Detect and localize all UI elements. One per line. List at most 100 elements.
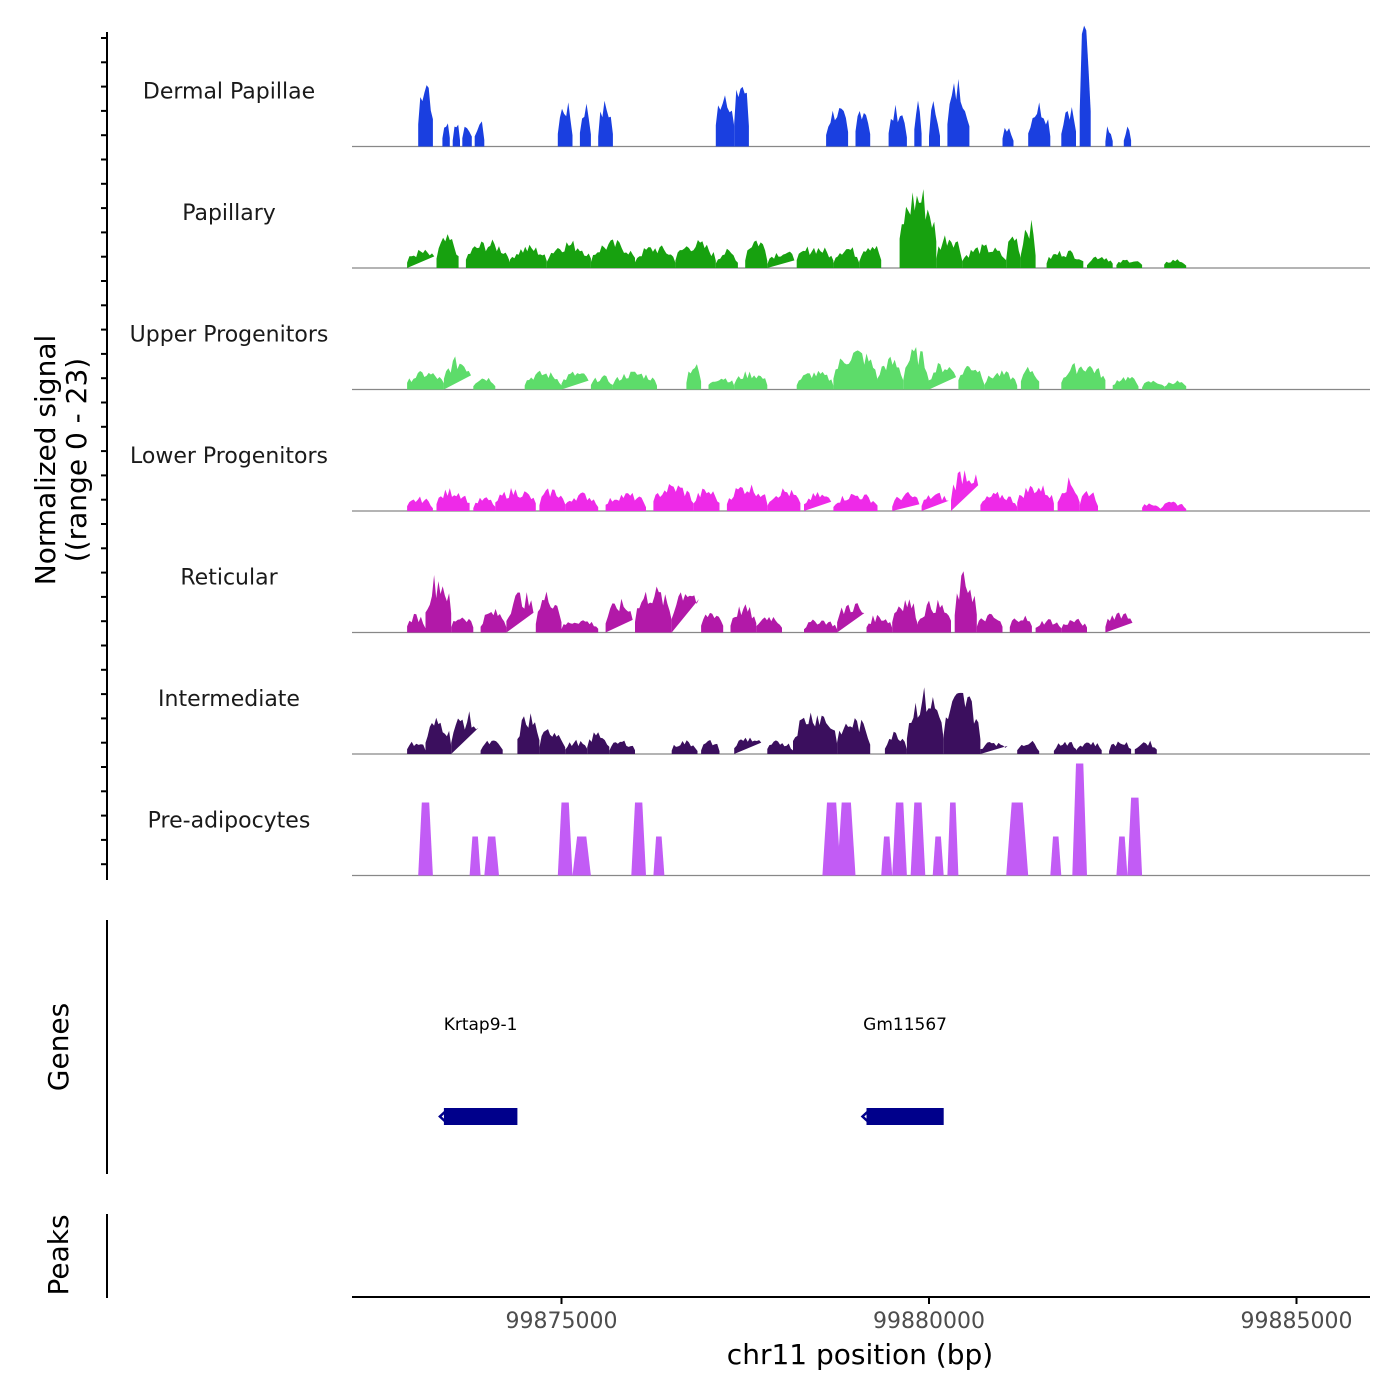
signal-peak bbox=[980, 742, 1008, 754]
signal-peak bbox=[804, 619, 838, 633]
signal-peak bbox=[734, 371, 768, 390]
signal-peak bbox=[1006, 236, 1021, 268]
signal-peak bbox=[899, 189, 937, 268]
signal-peak bbox=[833, 247, 860, 268]
signal-peak bbox=[572, 836, 591, 876]
signal-peak bbox=[837, 802, 856, 876]
signal-peak bbox=[469, 836, 481, 876]
signal-peak bbox=[715, 248, 738, 268]
signal-peak bbox=[1076, 741, 1102, 754]
signal-peak bbox=[943, 692, 981, 754]
signal-peak bbox=[837, 718, 871, 754]
signal-peak bbox=[484, 836, 499, 876]
signal-peak bbox=[701, 612, 724, 633]
signal-peak bbox=[1160, 501, 1187, 511]
signal-peak bbox=[837, 603, 865, 633]
signal-peak bbox=[1002, 127, 1014, 147]
signal-peak bbox=[407, 496, 433, 511]
signal-peak bbox=[734, 86, 749, 147]
signal-peak bbox=[980, 491, 1018, 511]
signal-peak bbox=[859, 245, 882, 268]
signal-peak bbox=[635, 245, 676, 268]
signal-peak bbox=[605, 492, 646, 511]
signal-peak bbox=[465, 239, 510, 268]
track-intermediate: Intermediate bbox=[158, 687, 1370, 755]
signal-peak bbox=[892, 599, 918, 633]
track-label: Lower Progenitors bbox=[130, 444, 328, 469]
x-tick-label: 99875000 bbox=[506, 1309, 618, 1334]
strand-arrow bbox=[438, 1109, 448, 1124]
track-upper-progenitors: Upper Progenitors bbox=[130, 323, 1370, 391]
signal-peak bbox=[473, 497, 496, 511]
x-axis-title: chr11 position (bp) bbox=[727, 1338, 993, 1371]
signal-peak bbox=[1061, 618, 1087, 633]
signal-peak bbox=[1142, 380, 1165, 390]
signal-peak bbox=[442, 123, 450, 147]
signal-peak bbox=[546, 240, 591, 268]
track-papillary: Papillary bbox=[182, 189, 1370, 269]
signal-peak bbox=[495, 487, 536, 511]
signal-peak bbox=[510, 244, 547, 268]
signal-peak bbox=[407, 371, 444, 390]
track-label: Dermal Papillae bbox=[143, 80, 315, 105]
signal-peak bbox=[539, 729, 566, 754]
signal-peak bbox=[892, 491, 920, 511]
signal-peak bbox=[822, 802, 841, 876]
signal-peak bbox=[1057, 477, 1080, 511]
signal-peak bbox=[565, 492, 599, 511]
signal-peak bbox=[517, 713, 540, 754]
signal-peak bbox=[888, 104, 907, 147]
signal-peak bbox=[561, 371, 589, 390]
signal-peak bbox=[1017, 740, 1040, 754]
signal-peak bbox=[1006, 802, 1029, 876]
signal-peak bbox=[587, 732, 610, 754]
signal-peak bbox=[730, 604, 757, 633]
signal-peak bbox=[734, 737, 762, 754]
signal-peak bbox=[436, 234, 459, 268]
signal-peak bbox=[877, 356, 904, 390]
signal-peak bbox=[929, 363, 957, 390]
signal-peak bbox=[914, 100, 922, 147]
signal-peak bbox=[1079, 491, 1098, 511]
signal-peak bbox=[745, 240, 768, 268]
gene-label: Krtap9-1 bbox=[444, 1015, 518, 1035]
signal-peak bbox=[767, 488, 801, 511]
signal-peak bbox=[936, 235, 963, 268]
signal-peak bbox=[452, 124, 460, 147]
signal-peak bbox=[1046, 250, 1084, 268]
y-axis-range: ((range 0 - 23) bbox=[60, 358, 93, 562]
signal-peak bbox=[535, 591, 562, 633]
signal-peak bbox=[708, 378, 735, 390]
signal-peak bbox=[1061, 107, 1076, 147]
signal-peak bbox=[418, 802, 433, 876]
signal-peak bbox=[1105, 126, 1113, 147]
signal-peak bbox=[947, 802, 959, 876]
track-label: Papillary bbox=[182, 201, 276, 226]
signal-peak bbox=[451, 711, 479, 754]
gene-krtap9-1: Krtap9-1 bbox=[438, 1015, 518, 1125]
y-axis-title: Normalized signal bbox=[29, 335, 62, 586]
signal-peak bbox=[921, 492, 949, 511]
signal-peak bbox=[929, 101, 940, 147]
signal-peak bbox=[671, 592, 699, 633]
signal-peak bbox=[451, 617, 474, 633]
signal-peak bbox=[866, 614, 893, 633]
track-label: Reticular bbox=[180, 566, 278, 591]
signal-peak bbox=[793, 712, 838, 754]
signal-peak bbox=[756, 617, 782, 633]
coverage-tracks: Dermal Papillae Papillary Upper Progenitor… bbox=[130, 25, 1370, 877]
signal-peak bbox=[954, 571, 977, 633]
track-label: Upper Progenitors bbox=[130, 323, 329, 348]
x-axis-ticks: 99875000 99880000 99885000 bbox=[506, 1297, 1352, 1334]
signal-peak bbox=[579, 103, 591, 147]
signal-peak bbox=[804, 492, 832, 511]
signal-peak bbox=[631, 802, 646, 876]
signal-peak bbox=[903, 347, 929, 390]
signal-peak bbox=[653, 484, 694, 511]
signal-peak bbox=[443, 356, 471, 390]
gene-body bbox=[866, 1108, 944, 1125]
signal-peak bbox=[833, 493, 878, 511]
signal-peak bbox=[1123, 126, 1132, 147]
track-label: Pre-adipocytes bbox=[148, 809, 311, 834]
signal-peak bbox=[715, 95, 735, 147]
